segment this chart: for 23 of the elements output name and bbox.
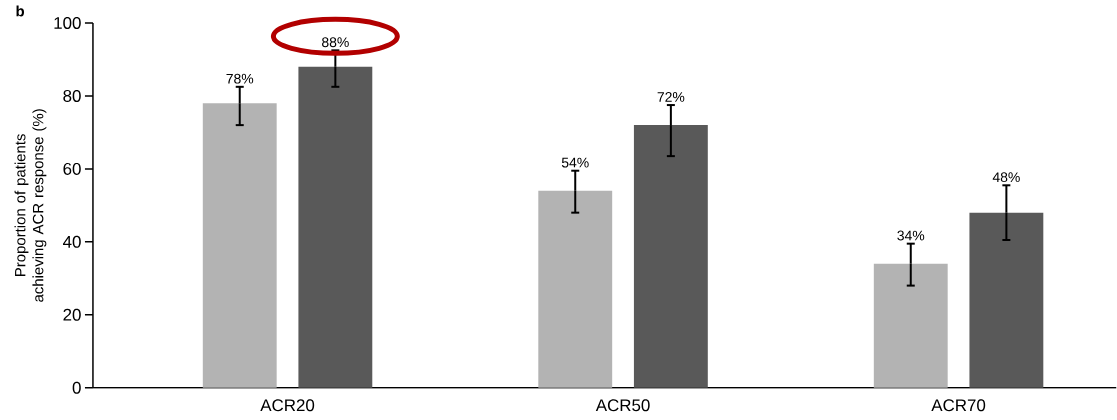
data-label: 78% [226, 73, 254, 84]
y-tick-label: 40 [63, 235, 81, 248]
bar [538, 190, 613, 388]
bar [969, 212, 1044, 388]
data-label: 88% [322, 37, 349, 48]
x-tick-label: ACR70 [931, 399, 986, 412]
y-tick-label: 0 [72, 381, 81, 394]
y-tick-label: 20 [63, 308, 81, 321]
bar [633, 125, 708, 388]
data-label: 72% [657, 92, 685, 102]
text: b [16, 5, 25, 17]
bar [202, 103, 277, 388]
y-tick-label: 100 [54, 17, 81, 30]
y-tick-label: 80 [63, 90, 81, 103]
y-axis-title: Proportion of patients achieving ACR response (%) [14, 109, 47, 302]
y-tick-label: 60 [63, 163, 81, 176]
bar [873, 263, 948, 388]
bar [298, 66, 373, 388]
x-tick-label: ACR20 [260, 399, 315, 412]
data-label: 54% [561, 157, 589, 168]
data-label: 48% [992, 172, 1020, 183]
data-label: 34% [897, 230, 925, 241]
x-tick-label: ACR50 [595, 399, 650, 412]
